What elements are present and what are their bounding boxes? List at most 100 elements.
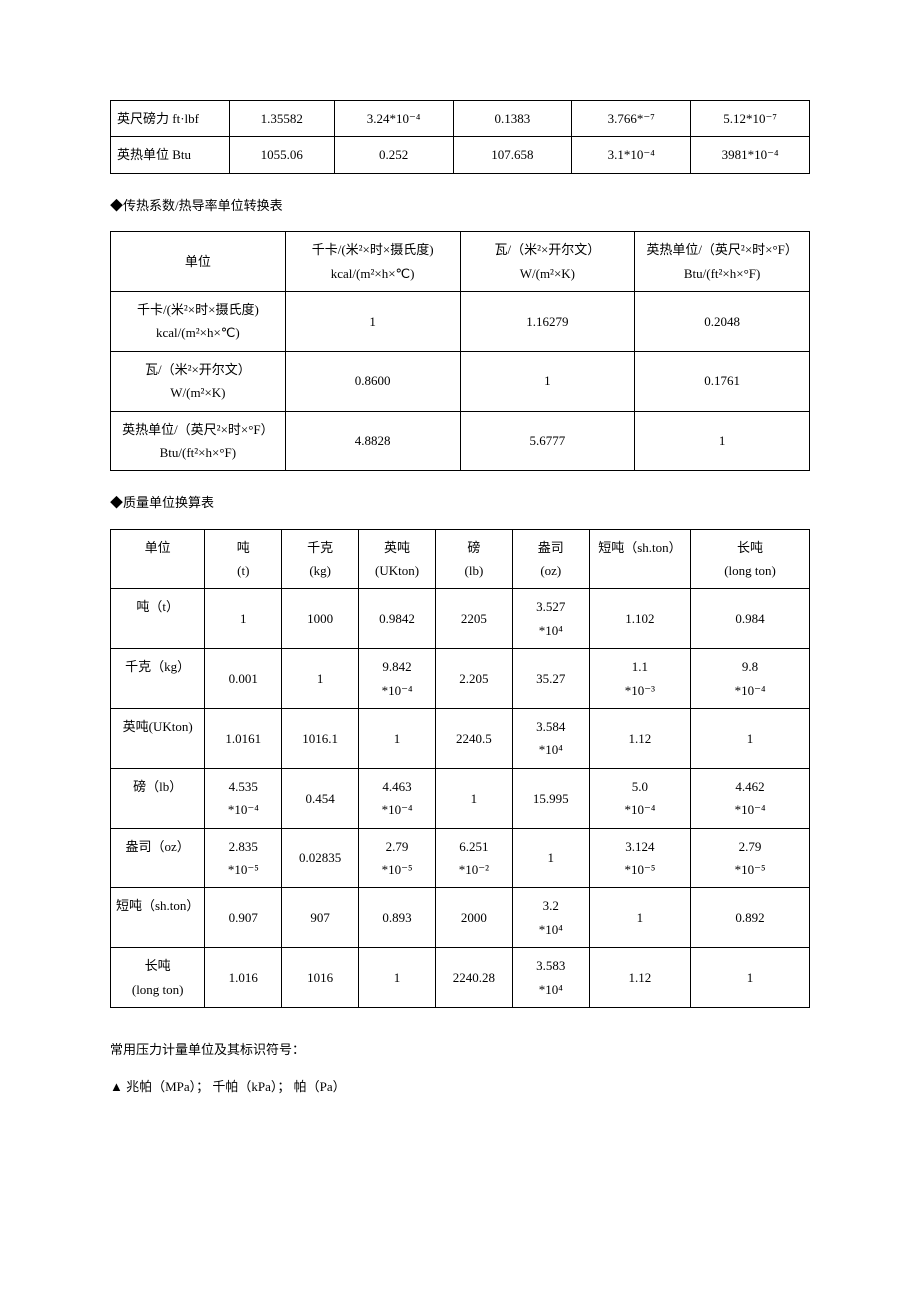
cell: 3981*10⁻⁴ bbox=[691, 137, 810, 173]
cell: 0.1383 bbox=[453, 101, 572, 137]
header-unit: 单位 bbox=[111, 232, 286, 292]
cell: 907 bbox=[282, 888, 359, 948]
pressure-units-intro: 常用压力计量单位及其标识符号： bbox=[110, 1038, 810, 1061]
cell: 1016.1 bbox=[282, 709, 359, 769]
cell: 1.102 bbox=[589, 589, 690, 649]
cell: 1 bbox=[205, 589, 282, 649]
table-row: 英热单位/（英尺²×时×°F） Btu/(ft²×h×°F) 4.8828 5.… bbox=[111, 411, 810, 471]
cell: 0.454 bbox=[282, 768, 359, 828]
table-row: 盎司（oz） 2.835*10⁻⁵ 0.02835 2.79*10⁻⁵ 6.25… bbox=[111, 828, 810, 888]
cell: 0.907 bbox=[205, 888, 282, 948]
row-label: 盎司（oz） bbox=[111, 828, 205, 888]
row-label: 英吨(UKton) bbox=[111, 709, 205, 769]
cell: 3.584*10⁴ bbox=[512, 709, 589, 769]
cell: 15.995 bbox=[512, 768, 589, 828]
cell: 0.001 bbox=[205, 649, 282, 709]
cell: 2.79*10⁻⁵ bbox=[359, 828, 436, 888]
header-row: 单位 吨(t) 千克(kg) 英吨(UKton) 磅(lb) 盎司(oz) 短吨… bbox=[111, 529, 810, 589]
header-cell: 英吨(UKton) bbox=[359, 529, 436, 589]
cell: 1 bbox=[635, 411, 810, 471]
header-cell: 盎司(oz) bbox=[512, 529, 589, 589]
heat-transfer-coefficient-table: 单位 千卡/(米²×时×摄氏度) kcal/(m²×h×℃) 瓦/（米²×开尔文… bbox=[110, 231, 810, 471]
cell: 0.984 bbox=[691, 589, 810, 649]
cell: 0.1761 bbox=[635, 351, 810, 411]
cell: 0.892 bbox=[691, 888, 810, 948]
cell: 2.79*10⁻⁵ bbox=[691, 828, 810, 888]
table-row: 千卡/(米²×时×摄氏度) kcal/(m²×h×℃) 1 1.16279 0.… bbox=[111, 291, 810, 351]
cell: 0.893 bbox=[359, 888, 436, 948]
cell: 1 bbox=[460, 351, 635, 411]
cell: 1 bbox=[359, 709, 436, 769]
cell: 1.0161 bbox=[205, 709, 282, 769]
table-row: 千克（kg） 0.001 1 9.842*10⁻⁴ 2.205 35.27 1.… bbox=[111, 649, 810, 709]
row-label: 英热单位 Btu bbox=[111, 137, 230, 173]
row-label: 千克（kg） bbox=[111, 649, 205, 709]
cell: 1.1*10⁻³ bbox=[589, 649, 690, 709]
header-unit: 单位 bbox=[111, 529, 205, 589]
cell: 1 bbox=[691, 709, 810, 769]
cell: 0.8600 bbox=[285, 351, 460, 411]
cell: 5.0*10⁻⁴ bbox=[589, 768, 690, 828]
cell: 0.9842 bbox=[359, 589, 436, 649]
row-label: 英尺磅力 ft·lbf bbox=[111, 101, 230, 137]
section-title-heat-transfer: ◆传热系数/热导率单位转换表 bbox=[110, 194, 810, 217]
cell: 1.16279 bbox=[460, 291, 635, 351]
cell: 4.8828 bbox=[285, 411, 460, 471]
cell: 0.252 bbox=[334, 137, 453, 173]
cell: 3.766*⁻⁷ bbox=[572, 101, 691, 137]
table-row: 英热单位 Btu 1055.06 0.252 107.658 3.1*10⁻⁴ … bbox=[111, 137, 810, 173]
cell: 0.02835 bbox=[282, 828, 359, 888]
table-row: 英吨(UKton) 1.0161 1016.1 1 2240.5 3.584*1… bbox=[111, 709, 810, 769]
cell: 1 bbox=[359, 948, 436, 1008]
header-row: 单位 千卡/(米²×时×摄氏度) kcal/(m²×h×℃) 瓦/（米²×开尔文… bbox=[111, 232, 810, 292]
cell: 1 bbox=[589, 888, 690, 948]
cell: 4.462*10⁻⁴ bbox=[691, 768, 810, 828]
row-label: 吨（t） bbox=[111, 589, 205, 649]
header-cell: 英热单位/（英尺²×时×°F） Btu/(ft²×h×°F) bbox=[635, 232, 810, 292]
cell: 9.842*10⁻⁴ bbox=[359, 649, 436, 709]
cell: 1 bbox=[512, 828, 589, 888]
header-cell: 长吨(long ton) bbox=[691, 529, 810, 589]
cell: 6.251*10⁻² bbox=[435, 828, 512, 888]
cell: 2205 bbox=[435, 589, 512, 649]
header-cell: 短吨（sh.ton） bbox=[589, 529, 690, 589]
cell: 1055.06 bbox=[229, 137, 334, 173]
cell: 1 bbox=[282, 649, 359, 709]
cell: 1 bbox=[435, 768, 512, 828]
section-title-mass: ◆质量单位换算表 bbox=[110, 491, 810, 514]
header-cell: 千克(kg) bbox=[282, 529, 359, 589]
header-cell: 瓦/（米²×开尔文） W/(m²×K) bbox=[460, 232, 635, 292]
energy-unit-table: 英尺磅力 ft·lbf 1.35582 3.24*10⁻⁴ 0.1383 3.7… bbox=[110, 100, 810, 174]
cell: 3.1*10⁻⁴ bbox=[572, 137, 691, 173]
cell: 9.8*10⁻⁴ bbox=[691, 649, 810, 709]
cell: 3.527*10⁴ bbox=[512, 589, 589, 649]
cell: 1 bbox=[691, 948, 810, 1008]
table-row: 英尺磅力 ft·lbf 1.35582 3.24*10⁻⁴ 0.1383 3.7… bbox=[111, 101, 810, 137]
row-label: 瓦/（米²×开尔文） W/(m²×K) bbox=[111, 351, 286, 411]
row-label: 短吨（sh.ton） bbox=[111, 888, 205, 948]
table-row: 短吨（sh.ton） 0.907 907 0.893 2000 3.2*10⁴ … bbox=[111, 888, 810, 948]
cell: 1.12 bbox=[589, 948, 690, 1008]
cell: 5.12*10⁻⁷ bbox=[691, 101, 810, 137]
cell: 3.24*10⁻⁴ bbox=[334, 101, 453, 137]
table-row: 瓦/（米²×开尔文） W/(m²×K) 0.8600 1 0.1761 bbox=[111, 351, 810, 411]
row-label: 磅（lb） bbox=[111, 768, 205, 828]
mass-unit-conversion-table: 单位 吨(t) 千克(kg) 英吨(UKton) 磅(lb) 盎司(oz) 短吨… bbox=[110, 529, 810, 1008]
cell: 2240.5 bbox=[435, 709, 512, 769]
table-row: 吨（t） 1 1000 0.9842 2205 3.527*10⁴ 1.102 … bbox=[111, 589, 810, 649]
cell: 2.205 bbox=[435, 649, 512, 709]
cell: 4.463*10⁻⁴ bbox=[359, 768, 436, 828]
pressure-units-line: ▲ 兆帕（MPa）； 千帕（kPa）； 帕（Pa） bbox=[110, 1075, 810, 1098]
cell: 2.835*10⁻⁵ bbox=[205, 828, 282, 888]
table-row: 长吨(long ton) 1.016 1016 1 2240.28 3.583*… bbox=[111, 948, 810, 1008]
cell: 1.35582 bbox=[229, 101, 334, 137]
cell: 35.27 bbox=[512, 649, 589, 709]
row-label: 千卡/(米²×时×摄氏度) kcal/(m²×h×℃) bbox=[111, 291, 286, 351]
cell: 3.124*10⁻⁵ bbox=[589, 828, 690, 888]
cell: 2000 bbox=[435, 888, 512, 948]
cell: 1000 bbox=[282, 589, 359, 649]
cell: 0.2048 bbox=[635, 291, 810, 351]
cell: 1.12 bbox=[589, 709, 690, 769]
cell: 5.6777 bbox=[460, 411, 635, 471]
header-cell: 磅(lb) bbox=[435, 529, 512, 589]
